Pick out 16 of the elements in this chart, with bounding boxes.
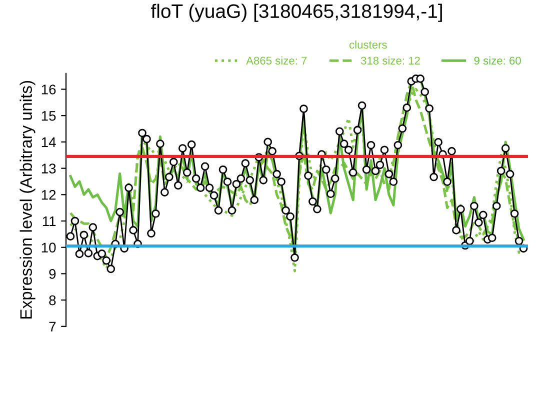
y-tick-label: 7 <box>49 322 56 332</box>
legend-title: clusters <box>349 40 387 49</box>
y-tick-label: 9 <box>49 269 56 279</box>
chart-title: floT (yuaG) [3180465,3181994,-1] <box>150 4 442 22</box>
y-tick-label: 14 <box>42 137 56 147</box>
y-axis-title: Expression level (Arbitrary units) <box>20 81 36 318</box>
legend-label: A865 size: 7 <box>246 56 307 65</box>
y-tick-label: 11 <box>42 216 56 226</box>
y-tick-label: 12 <box>42 190 56 200</box>
y-tick-label: 15 <box>42 111 56 121</box>
y-tick-label: 13 <box>42 164 56 174</box>
y-tick-label: 16 <box>42 84 56 94</box>
legend-label: 9 size: 60 <box>474 56 521 65</box>
legend-label: 318 size: 12 <box>360 56 420 65</box>
y-tick-label: 8 <box>49 295 56 306</box>
y-tick-label: 10 <box>42 242 56 253</box>
